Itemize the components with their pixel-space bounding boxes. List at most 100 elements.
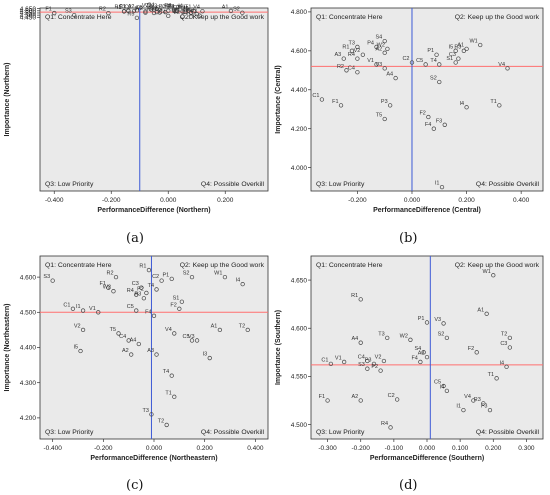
point-label: A1 [457, 42, 464, 48]
data-point [169, 373, 174, 378]
point-label: R4 [176, 5, 183, 11]
point-label: V4 [193, 5, 200, 11]
data-point [349, 48, 355, 53]
point-label: W2 [400, 333, 408, 339]
point-label: A2 [375, 46, 382, 52]
data-point [126, 8, 131, 13]
point-label: W1 [469, 38, 477, 44]
point-label: T2 [501, 331, 507, 337]
point-label: T3 [143, 408, 149, 414]
data-point [154, 6, 160, 12]
data-point [188, 10, 194, 15]
point-label: A1 [211, 323, 218, 329]
point-label: C2 [152, 274, 159, 280]
data-point [188, 14, 194, 19]
x-tick-label: -0.400 [45, 197, 64, 204]
point-label: T1 [185, 5, 191, 11]
quadrant-label-q4: Q4: Possible Overkill [201, 181, 265, 188]
x-tick-label: -0.400 [43, 445, 62, 452]
x-tick-label: 0.000 [404, 197, 421, 204]
data-point [78, 348, 83, 354]
x-tick-label: 0.400 [247, 445, 264, 452]
x-tick-label: -0.300 [318, 445, 337, 452]
data-point [111, 289, 116, 294]
point-label: C4 [119, 334, 126, 340]
point-label: C2 [125, 4, 132, 10]
x-tick-label: 0.200 [217, 197, 234, 204]
point-label: V3 [188, 334, 195, 340]
data-point [504, 364, 509, 369]
quadrant-label-q3: Q3: Low Priority [45, 181, 94, 188]
data-point [453, 48, 458, 53]
y-tick-label: 4.650 [20, 6, 37, 13]
data-point [344, 68, 349, 73]
point-label: P3 [381, 99, 388, 105]
y-tick-label: 4.400 [291, 87, 308, 94]
point-label: R1 [351, 293, 358, 299]
point-label: P1 [427, 48, 434, 54]
x-tick-label: 0.000 [419, 445, 436, 452]
y-tick-label: 4.000 [291, 165, 308, 172]
data-point [461, 407, 466, 413]
quadrant-label-q1: Q1: Concentrate Here [316, 262, 383, 269]
data-point [197, 13, 202, 18]
x-tick-label: 0.200 [197, 445, 214, 452]
point-label: R1 [139, 264, 146, 270]
data-point [464, 46, 469, 52]
point-label: P1 [162, 272, 169, 278]
x-tick-label: -0.100 [385, 445, 404, 452]
point-label: R3 [164, 3, 171, 9]
point-label: T3 [378, 331, 384, 337]
data-point [487, 407, 493, 413]
point-label: P4 [367, 40, 374, 46]
data-point [96, 310, 101, 315]
data-point [154, 352, 159, 357]
data-point [358, 297, 363, 302]
point-label: C3 [500, 341, 507, 347]
y-tick-label: 4.550 [20, 10, 37, 17]
point-label: T3 [182, 7, 188, 13]
point-label: F3 [191, 9, 197, 15]
point-label: A2 [128, 4, 135, 10]
point-label: I5 [73, 345, 78, 351]
point-label: R1 [115, 5, 122, 11]
y-axis-label: Importance (Northern) [4, 63, 11, 137]
point-label: T4 [148, 283, 154, 289]
data-point [505, 66, 510, 71]
plot-area [39, 7, 269, 192]
data-point [183, 9, 188, 14]
x-tick-label: 0.400 [513, 197, 530, 204]
data-point [80, 327, 86, 333]
y-tick-label: 4.800 [291, 9, 308, 16]
point-label: T4 [163, 369, 169, 375]
point-label: A3 [418, 351, 425, 357]
x-tick-label: 0.000 [160, 197, 177, 204]
data-point [382, 50, 387, 55]
data-point [388, 103, 393, 108]
data-point [507, 335, 513, 341]
data-point [149, 412, 154, 417]
point-label: A3 [188, 8, 195, 14]
point-label: I3 [203, 352, 208, 358]
data-point [126, 338, 131, 343]
y-tick-label: 4.600 [291, 325, 308, 332]
y-tick-label: 4.650 [291, 277, 308, 284]
point-label: T1 [165, 390, 171, 396]
y-tick-label: 4.600 [291, 48, 308, 55]
chart-panel-4: -0.300 -0.200 -0.100 0.000 0.100 0.200 0.300 4.… [275, 255, 544, 462]
data-point [134, 292, 139, 297]
point-label: C1 [119, 4, 126, 10]
point-label: W2 [135, 6, 143, 12]
quadrant-label-q1: Q1: Concentrate Here [45, 262, 112, 269]
data-point [134, 308, 139, 313]
x-axis-label: PerformanceDifference (Northern) [97, 207, 210, 214]
data-point [80, 308, 86, 313]
data-point [151, 313, 157, 318]
point-label: S2 [150, 6, 157, 12]
quadrant-label-q1: Q1: Concentrate Here [45, 14, 112, 21]
data-point [148, 7, 154, 12]
data-point [421, 350, 426, 355]
data-point [154, 287, 159, 292]
y-tick-label: 4.600 [20, 274, 37, 281]
data-point [134, 15, 140, 21]
